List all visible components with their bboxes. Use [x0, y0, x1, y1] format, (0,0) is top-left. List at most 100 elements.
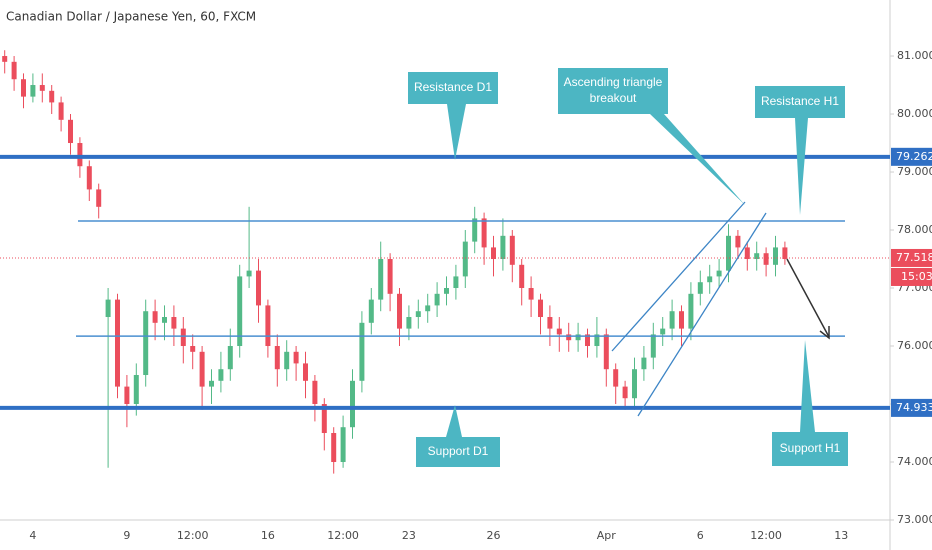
- candle-body: [237, 276, 243, 347]
- y-tick-label: 74.000: [897, 455, 932, 468]
- candle-body: [434, 293, 440, 306]
- callout-shape: [772, 340, 848, 466]
- x-tick-label: Apr: [597, 529, 617, 542]
- candle-body: [105, 299, 111, 318]
- candle-body: [143, 311, 149, 376]
- candle-body: [585, 334, 590, 347]
- y-tick-label: 81.000: [897, 49, 932, 62]
- candle-body: [190, 346, 196, 352]
- candle-body: [425, 305, 431, 312]
- candle-body: [49, 90, 55, 103]
- x-tick-label: 13: [834, 529, 848, 542]
- annotation: breakout: [590, 91, 637, 105]
- candle-body: [688, 293, 694, 329]
- candle-body: [68, 119, 73, 144]
- callouts: Resistance D1 Ascending triangle breakou…: [408, 68, 848, 467]
- arrow: [786, 258, 830, 340]
- candle-body: [180, 328, 186, 347]
- callout-shape: [558, 68, 745, 205]
- candle-body: [2, 56, 8, 62]
- last-price-label: 77.518: [896, 251, 932, 264]
- ticks: 73.00074.00075.00076.00077.00078.00079.0…: [29, 49, 932, 542]
- chart-title: Canadian Dollar / Japanese Yen, 60, FXCM: [6, 10, 256, 24]
- candle-body: [575, 334, 581, 341]
- x-tick-label: 26: [487, 529, 501, 542]
- candle-body: [472, 218, 478, 242]
- candle-body: [744, 247, 750, 260]
- candle-body: [679, 311, 684, 329]
- annotation: Support D1: [428, 444, 489, 458]
- candle-body: [632, 369, 637, 399]
- x-tick-label: 16: [261, 529, 275, 542]
- candle-body: [312, 380, 318, 405]
- annotation: Support H1: [780, 441, 841, 455]
- candle-body: [641, 357, 647, 370]
- candle-body: [303, 363, 308, 381]
- candle-body: [265, 305, 271, 347]
- candle-body: [124, 386, 130, 405]
- arrow-head: [819, 326, 830, 340]
- candle-body: [519, 264, 525, 289]
- candle-body: [115, 299, 120, 387]
- candle-body: [491, 247, 496, 260]
- candle-body: [171, 317, 177, 329]
- callout-shape: [416, 405, 500, 467]
- candle-body: [735, 235, 741, 248]
- price-label: 74.933: [896, 401, 932, 414]
- candle-body: [321, 404, 327, 434]
- candle-body: [209, 380, 214, 387]
- countdown-label: 15:03: [901, 270, 932, 283]
- candle-body: [227, 346, 233, 370]
- callout-shape: [408, 72, 498, 160]
- candle-body: [350, 380, 355, 428]
- x-tick-label: 23: [402, 529, 416, 542]
- candle-body: [86, 166, 92, 190]
- candle-body: [30, 85, 36, 97]
- candle-body: [340, 427, 346, 463]
- candle-body: [415, 311, 421, 318]
- candle-body: [707, 276, 713, 283]
- candle-body: [773, 247, 778, 265]
- x-tick-label: 4: [29, 529, 36, 542]
- channel-upper: [611, 201, 746, 352]
- annotation: Resistance H1: [761, 94, 839, 108]
- axes: [0, 0, 891, 550]
- candle-body: [481, 218, 487, 248]
- candle-body: [538, 299, 543, 318]
- price-label-box: [891, 248, 932, 267]
- drawings: [611, 201, 767, 417]
- channel-lower: [637, 212, 767, 417]
- price-label-box: [891, 398, 932, 417]
- candle-body: [763, 253, 769, 265]
- callout-shape: [755, 86, 845, 215]
- candle-body: [566, 334, 572, 341]
- candle-body: [21, 79, 26, 97]
- x-tick-label: 12:00: [750, 529, 782, 542]
- candle-body: [594, 334, 600, 347]
- y-tick-label: 76.000: [897, 339, 932, 352]
- candle-body: [199, 351, 205, 387]
- candle-body: [622, 386, 628, 399]
- candle-body: [547, 317, 553, 329]
- candle-body: [406, 317, 412, 329]
- candle-body: [613, 369, 619, 387]
- candle-body: [331, 433, 337, 463]
- candle-body: [500, 235, 506, 260]
- candle-body: [359, 322, 365, 381]
- candle-body: [77, 143, 83, 167]
- y-tick-label: 78.000: [897, 223, 932, 236]
- annotation: Ascending triangle: [564, 75, 663, 89]
- candle-body: [58, 102, 64, 120]
- x-tick-label: 6: [697, 529, 704, 542]
- candle-body: [162, 317, 167, 323]
- y-tick-label: 79.000: [897, 165, 932, 178]
- candle-body: [39, 85, 45, 91]
- candle-body: [726, 235, 731, 271]
- candle-body: [293, 351, 299, 364]
- candle-body: [218, 369, 224, 381]
- candle-body: [603, 334, 609, 370]
- candle-body: [697, 282, 703, 294]
- candle-body: [96, 189, 102, 207]
- levels: 79.262 74.933 77.518 15:03: [0, 147, 932, 417]
